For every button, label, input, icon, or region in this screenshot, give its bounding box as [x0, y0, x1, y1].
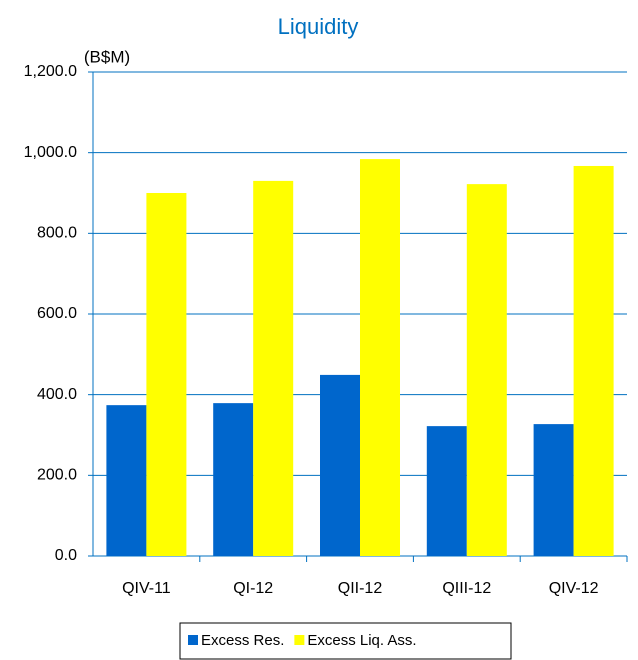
- y-tick-label: 200.0: [37, 467, 77, 484]
- legend-label: Excess Res.: [201, 632, 284, 649]
- bar: [106, 405, 147, 556]
- bar: [253, 180, 294, 556]
- bar: [320, 374, 360, 556]
- legend-box: [179, 622, 512, 660]
- bar: [533, 424, 574, 556]
- chart-title: Liquidity: [278, 14, 359, 39]
- y-tick-label: 800.0: [37, 225, 77, 242]
- x-tick-label: QIV-11: [122, 580, 171, 597]
- bar: [213, 403, 254, 556]
- y-tick-label: 1,000.0: [24, 144, 77, 161]
- x-tick-label: QII-12: [338, 580, 383, 597]
- bar: [146, 193, 187, 556]
- bar: [573, 165, 614, 556]
- x-tick-label: QIV-12: [549, 580, 599, 597]
- y-tick-label: 1,200.0: [24, 63, 77, 80]
- y-tick-label: 400.0: [37, 386, 77, 403]
- legend-swatch: [188, 635, 198, 645]
- legend-swatch: [294, 635, 305, 645]
- y-tick-label: 0.0: [55, 547, 77, 564]
- legend-label: Excess Liq. Ass.: [307, 632, 416, 649]
- y-axis-label: (B$M): [84, 47, 130, 66]
- bar: [360, 159, 400, 556]
- x-tick-label: QI-12: [233, 580, 273, 597]
- y-tick-label: 600.0: [37, 305, 77, 322]
- bar: [466, 184, 507, 557]
- bar: [426, 426, 467, 556]
- x-tick-label: QIII-12: [442, 580, 491, 597]
